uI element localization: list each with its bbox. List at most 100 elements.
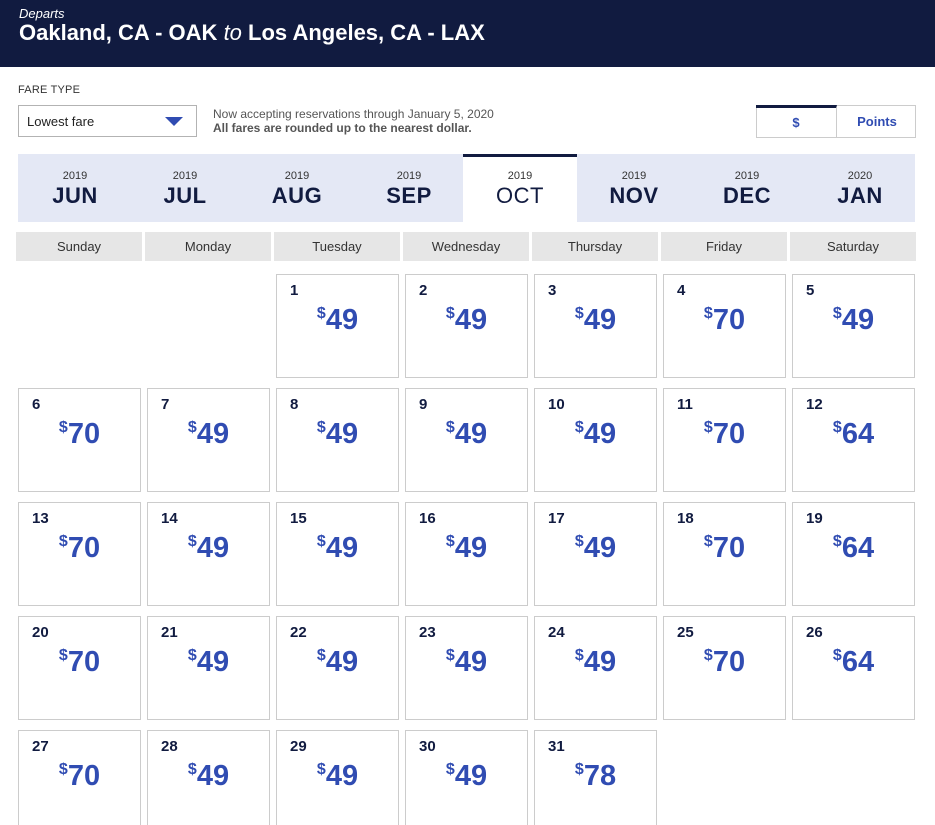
calendar-day[interactable]: 20 $70 — [18, 616, 141, 720]
tab-month-nov[interactable]: 2019 NOV — [577, 154, 691, 222]
day-number: 9 — [419, 396, 428, 413]
tab-month-jan[interactable]: 2020 JAN — [803, 154, 917, 222]
fare-price: $78 — [535, 760, 656, 793]
calendar-day[interactable]: 7 $49 — [147, 388, 270, 492]
currency-symbol: $ — [832, 305, 842, 322]
day-number: 14 — [161, 510, 178, 527]
tab-month-aug[interactable]: 2019 AUG — [240, 154, 354, 222]
fare-price: $70 — [19, 418, 140, 451]
day-number: 3 — [548, 282, 557, 299]
month-tab-label: AUG — [271, 183, 323, 208]
calendar-day[interactable]: 26 $64 — [792, 616, 915, 720]
calendar-day[interactable]: 6 $70 — [18, 388, 141, 492]
fare-amount: 49 — [454, 760, 488, 792]
fare-type-select[interactable]: Lowest fare — [18, 105, 197, 137]
fare-price: $70 — [664, 646, 785, 679]
currency-symbol: $ — [703, 647, 713, 664]
calendar-day[interactable]: 23 $49 — [405, 616, 528, 720]
calendar-day[interactable]: 15 $49 — [276, 502, 399, 606]
month-tab-year: 2019 — [396, 170, 422, 182]
fare-amount: 49 — [583, 418, 617, 450]
origin-airport: Oakland, CA - OAK — [19, 20, 218, 45]
calendar-day[interactable]: 16 $49 — [405, 502, 528, 606]
fare-price: $49 — [277, 304, 398, 337]
calendar-day[interactable]: 28 $49 — [147, 730, 270, 825]
currency-symbol: $ — [574, 761, 584, 778]
tab-month-jul[interactable]: 2019 JUL — [128, 154, 242, 222]
calendar-day[interactable]: 11 $70 — [663, 388, 786, 492]
fare-price: $70 — [664, 532, 785, 565]
points-toggle-button[interactable]: Points — [857, 114, 897, 129]
calendar-day[interactable]: 30 $49 — [405, 730, 528, 825]
day-number: 13 — [32, 510, 49, 527]
calendar-day[interactable]: 8 $49 — [276, 388, 399, 492]
fare-price: $49 — [406, 418, 527, 451]
currency-symbol: $ — [832, 533, 842, 550]
day-number: 1 — [290, 282, 299, 299]
currency-symbol: $ — [316, 647, 326, 664]
calendar-day[interactable]: 21 $49 — [147, 616, 270, 720]
month-tab-year: 2019 — [172, 170, 198, 182]
currency-symbol: $ — [316, 419, 326, 436]
day-number: 5 — [806, 282, 815, 299]
tab-month-sep[interactable]: 2019 SEP — [352, 154, 466, 222]
calendar-day[interactable]: 1 $49 — [276, 274, 399, 378]
day-number: 18 — [677, 510, 694, 527]
calendar-day[interactable]: 24 $49 — [534, 616, 657, 720]
weekday-header-wednesday: Wednesday — [403, 232, 529, 261]
calendar-day[interactable]: 9 $49 — [405, 388, 528, 492]
tab-month-dec[interactable]: 2019 DEC — [690, 154, 804, 222]
calendar-day[interactable]: 31 $78 — [534, 730, 657, 825]
fare-price: $70 — [19, 760, 140, 793]
calendar-day[interactable]: 29 $49 — [276, 730, 399, 825]
calendar-day[interactable]: 18 $70 — [663, 502, 786, 606]
fare-price: $49 — [535, 418, 656, 451]
month-tabs: 2019 JUN 2019 JUL 2019 AUG 2019 SEP 2019 OCT 2019 N… — [18, 154, 915, 222]
calendar-day[interactable]: 25 $70 — [663, 616, 786, 720]
tab-month-jun[interactable]: 2019 JUN — [18, 154, 132, 222]
fare-type-selected-value: Lowest fare — [27, 114, 95, 129]
month-tab-year: 2019 — [734, 170, 760, 182]
calendar-day[interactable]: 17 $49 — [534, 502, 657, 606]
fare-amount: 70 — [712, 418, 746, 450]
tab-month-oct[interactable]: 2019 OCT — [463, 154, 577, 222]
currency-symbol: $ — [187, 419, 197, 436]
calendar-day[interactable]: 27 $70 — [18, 730, 141, 825]
calendar-day[interactable]: 12 $64 — [792, 388, 915, 492]
calendar-day[interactable]: 3 $49 — [534, 274, 657, 378]
calendar-day[interactable]: 10 $49 — [534, 388, 657, 492]
fare-price: $49 — [148, 646, 269, 679]
chevron-down-icon — [165, 117, 183, 126]
fare-amount: 70 — [712, 532, 746, 564]
fare-price: $49 — [148, 760, 269, 793]
fare-price: $70 — [664, 304, 785, 337]
currency-symbol: $ — [445, 761, 455, 778]
currency-symbol: $ — [58, 419, 68, 436]
fare-amount: 49 — [583, 646, 617, 678]
day-number: 7 — [161, 396, 170, 413]
fare-amount: 64 — [841, 418, 875, 450]
day-number: 31 — [548, 738, 565, 755]
weekday-header-thursday: Thursday — [532, 232, 658, 261]
calendar-day[interactable]: 5 $49 — [792, 274, 915, 378]
calendar-day[interactable]: 13 $70 — [18, 502, 141, 606]
fare-amount: 49 — [325, 760, 359, 792]
day-number: 30 — [419, 738, 436, 755]
fare-price: $49 — [535, 532, 656, 565]
dollar-toggle-button[interactable]: $ — [756, 105, 837, 138]
route-title: Oakland, CA - OAK to Los Angeles, CA - L… — [19, 20, 485, 46]
calendar-day[interactable]: 4 $70 — [663, 274, 786, 378]
day-number: 21 — [161, 624, 178, 641]
fare-amount: 64 — [841, 532, 875, 564]
calendar-day[interactable]: 2 $49 — [405, 274, 528, 378]
calendar-day[interactable]: 14 $49 — [147, 502, 270, 606]
day-number: 28 — [161, 738, 178, 755]
month-tab-label: JUL — [163, 183, 207, 208]
destination-airport: Los Angeles, CA - LAX — [248, 20, 485, 45]
calendar-day[interactable]: 19 $64 — [792, 502, 915, 606]
day-number: 12 — [806, 396, 823, 413]
month-tab-year: 2020 — [847, 170, 873, 182]
calendar-day[interactable]: 22 $49 — [276, 616, 399, 720]
currency-symbol: $ — [58, 761, 68, 778]
currency-symbol: $ — [58, 533, 68, 550]
